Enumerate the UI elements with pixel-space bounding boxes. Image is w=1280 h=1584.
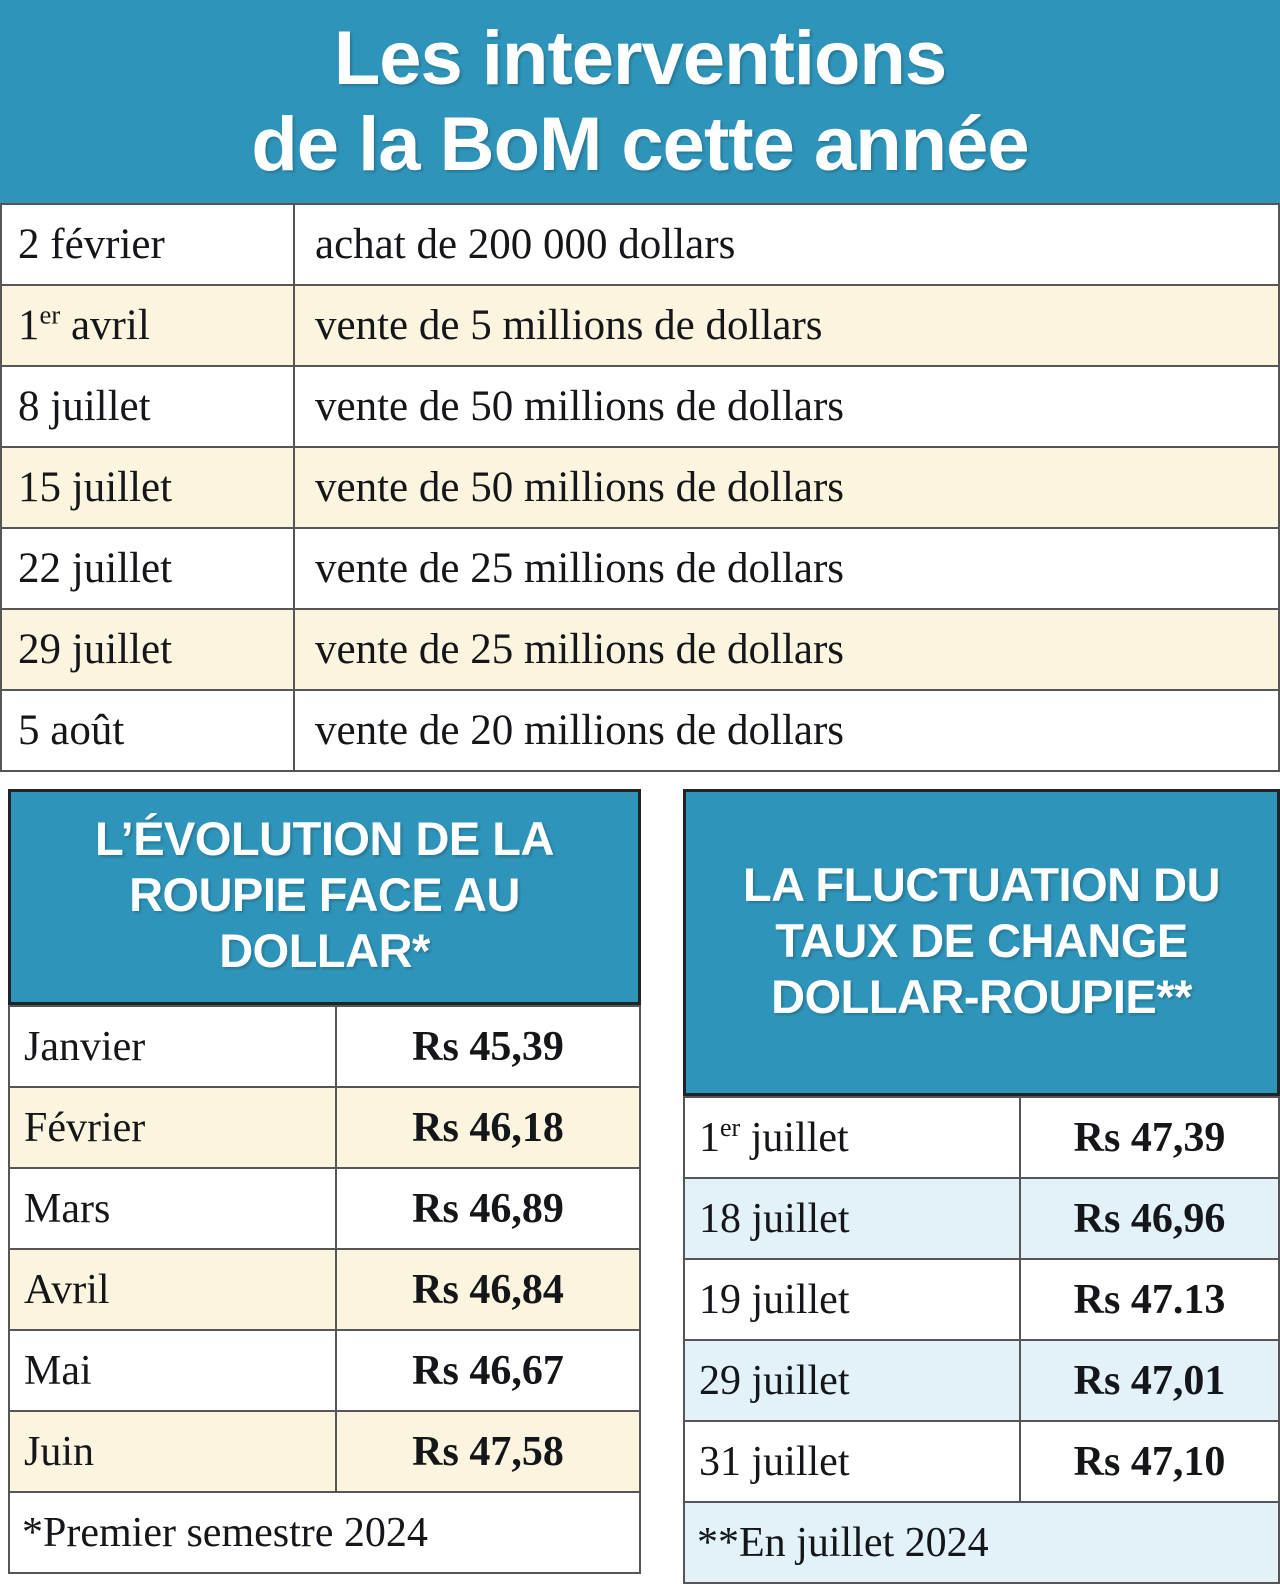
intervention-date: 1er avril: [0, 284, 295, 367]
table-row: 15 juillet vente de 50 millions de dolla…: [0, 446, 1280, 529]
rate-fluctuation-panel: LA FLUCTUATION DU TAUX DE CHANGE DOLLAR-…: [683, 789, 1280, 1584]
date-label: 19 juillet: [683, 1258, 1021, 1341]
month-label: Mars: [8, 1167, 337, 1250]
rupee-evolution-header: L’ÉVOLUTION DE LA ROUPIE FACE AU DOLLAR*: [8, 789, 641, 1005]
date-text: 1: [699, 1114, 720, 1161]
date-text: 5 août: [18, 707, 125, 754]
rate-fluctuation-table: 1er juillet Rs 47,39 18 juillet Rs 46,96…: [683, 1096, 1280, 1584]
table-row: 31 juillet Rs 47,10: [683, 1420, 1280, 1503]
rate-value: Rs 47.13: [1019, 1258, 1280, 1341]
date-label: 1er juillet: [683, 1096, 1021, 1179]
intervention-description: vente de 25 millions de dollars: [293, 527, 1280, 610]
date-text-tail: juillet: [740, 1114, 849, 1161]
month-label: Mai: [8, 1329, 337, 1412]
date-ordinal-suffix: er: [39, 299, 61, 330]
table-row: Juin Rs 47,58: [8, 1410, 641, 1493]
date-text: 29 juillet: [699, 1357, 850, 1404]
date-text: 2 février: [18, 221, 165, 268]
rate-value: Rs 47,39: [1019, 1096, 1280, 1179]
date-text: 1: [18, 302, 40, 349]
interventions-table-body: 2 février achat de 200 000 dollars 1er a…: [0, 203, 1280, 772]
intervention-description: vente de 5 millions de dollars: [293, 284, 1280, 367]
date-text: 15 juillet: [18, 464, 173, 511]
rate-value: Rs 47,01: [1019, 1339, 1280, 1422]
rate-fluctuation-footnote: **En juillet 2024: [683, 1501, 1280, 1584]
table-row: Mars Rs 46,89: [8, 1167, 641, 1250]
rate-value: Rs 46,89: [335, 1167, 641, 1250]
rate-fluctuation-table-body: 1er juillet Rs 47,39 18 juillet Rs 46,96…: [683, 1096, 1280, 1584]
date-label: 18 juillet: [683, 1177, 1021, 1260]
date-text: 22 juillet: [18, 545, 173, 592]
rate-value: Rs 46,84: [335, 1248, 641, 1331]
table-row: 5 août vente de 20 millions de dollars: [0, 689, 1280, 772]
table-row: 22 juillet vente de 25 millions de dolla…: [0, 527, 1280, 610]
table-row: 18 juillet Rs 46,96: [683, 1177, 1280, 1260]
date-ordinal-suffix: er: [720, 1112, 741, 1142]
page-title-line-2: de la BoM cette année: [251, 101, 1029, 187]
month-label: Janvier: [8, 1005, 337, 1088]
rate-fluctuation-header: LA FLUCTUATION DU TAUX DE CHANGE DOLLAR-…: [683, 789, 1280, 1096]
month-label: Juin: [8, 1410, 337, 1493]
intervention-date: 29 juillet: [0, 608, 295, 691]
table-row: 1er juillet Rs 47,39: [683, 1096, 1280, 1179]
date-text: 18 juillet: [699, 1195, 850, 1242]
intervention-description: achat de 200 000 dollars: [293, 203, 1280, 286]
intervention-description: vente de 20 millions de dollars: [293, 689, 1280, 772]
rupee-evolution-panel: L’ÉVOLUTION DE LA ROUPIE FACE AU DOLLAR*…: [8, 789, 641, 1574]
table-row: 29 juillet vente de 25 millions de dolla…: [0, 608, 1280, 691]
rupee-evolution-footnote: *Premier semestre 2024: [8, 1491, 641, 1574]
date-text: 31 juillet: [699, 1438, 850, 1485]
date-text: 19 juillet: [699, 1276, 850, 1323]
date-text: 8 juillet: [18, 383, 151, 430]
rate-value: Rs 46,67: [335, 1329, 641, 1412]
rate-value: Rs 47,10: [1019, 1420, 1280, 1503]
rate-fluctuation-title: LA FLUCTUATION DU TAUX DE CHANGE DOLLAR-…: [742, 857, 1221, 1023]
intervention-description: vente de 50 millions de dollars: [293, 446, 1280, 529]
page-title-line-1: Les interventions: [333, 15, 947, 101]
intervention-date: 5 août: [0, 689, 295, 772]
rupee-evolution-title: L’ÉVOLUTION DE LA ROUPIE FACE AU DOLLAR*: [95, 812, 554, 977]
interventions-table: 2 février achat de 200 000 dollars 1er a…: [0, 203, 1280, 772]
month-label: Février: [8, 1086, 337, 1169]
footnote-row: *Premier semestre 2024: [8, 1491, 641, 1574]
rupee-evolution-table-body: Janvier Rs 45,39 Février Rs 46,18 Mars R…: [8, 1005, 641, 1574]
table-row: 19 juillet Rs 47.13: [683, 1258, 1280, 1341]
table-row: 8 juillet vente de 50 millions de dollar…: [0, 365, 1280, 448]
rate-value: Rs 46,18: [335, 1086, 641, 1169]
intervention-description: vente de 50 millions de dollars: [293, 365, 1280, 448]
page-title-banner: Les interventions de la BoM cette année: [0, 0, 1280, 203]
rate-value: Rs 45,39: [335, 1005, 641, 1088]
date-text-tail: avril: [60, 302, 150, 349]
intervention-date: 8 juillet: [0, 365, 295, 448]
rupee-evolution-table: Janvier Rs 45,39 Février Rs 46,18 Mars R…: [8, 1005, 641, 1574]
intervention-date: 2 février: [0, 203, 295, 286]
table-row: Janvier Rs 45,39: [8, 1005, 641, 1088]
intervention-description: vente de 25 millions de dollars: [293, 608, 1280, 691]
intervention-date: 22 juillet: [0, 527, 295, 610]
month-label: Avril: [8, 1248, 337, 1331]
rate-value: Rs 47,58: [335, 1410, 641, 1493]
table-row: 1er avril vente de 5 millions de dollars: [0, 284, 1280, 367]
table-row: 29 juillet Rs 47,01: [683, 1339, 1280, 1422]
date-text: 29 juillet: [18, 626, 173, 673]
footnote-row: **En juillet 2024: [683, 1501, 1280, 1584]
date-label: 29 juillet: [683, 1339, 1021, 1422]
date-label: 31 juillet: [683, 1420, 1021, 1503]
table-row: Février Rs 46,18: [8, 1086, 641, 1169]
table-row: Mai Rs 46,67: [8, 1329, 641, 1412]
table-row: Avril Rs 46,84: [8, 1248, 641, 1331]
table-row: 2 février achat de 200 000 dollars: [0, 203, 1280, 286]
bottom-panels: L’ÉVOLUTION DE LA ROUPIE FACE AU DOLLAR*…: [0, 789, 1280, 1584]
rate-value: Rs 46,96: [1019, 1177, 1280, 1260]
intervention-date: 15 juillet: [0, 446, 295, 529]
